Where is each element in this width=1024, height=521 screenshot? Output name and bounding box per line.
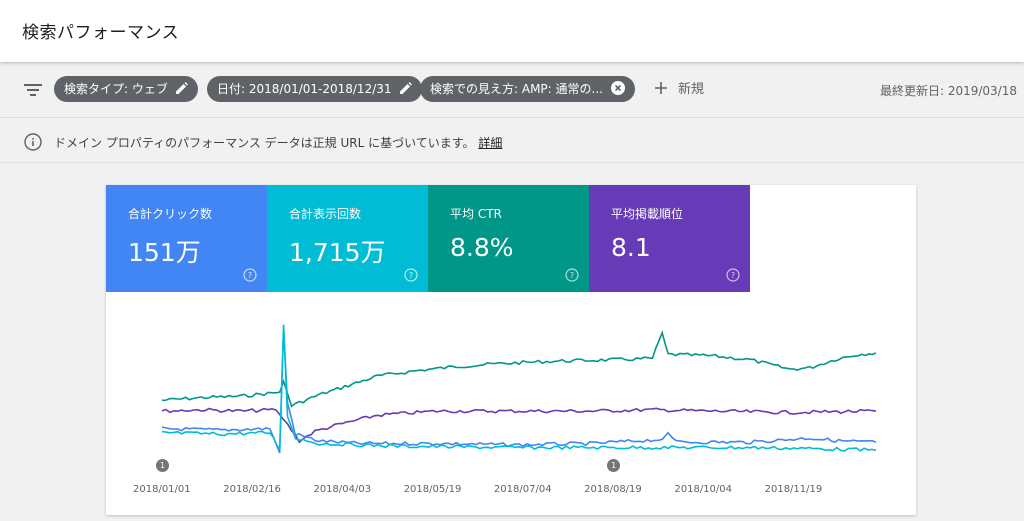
metric-label: 平均 CTR bbox=[450, 207, 502, 221]
metric-value: 8.1 bbox=[611, 233, 651, 262]
metric-label: 合計表示回数 bbox=[289, 207, 362, 221]
info-bar: ドメイン プロパティのパフォーマンス データは正規 URL に基づいています。 … bbox=[0, 119, 1024, 163]
filter-icon[interactable] bbox=[24, 83, 42, 97]
pencil-icon[interactable] bbox=[399, 82, 412, 94]
metric-card-impressions[interactable]: 合計表示回数 1,715万 ? bbox=[267, 185, 428, 292]
pencil-icon[interactable] bbox=[175, 82, 188, 94]
x-tick-label: 2018/02/16 bbox=[223, 484, 281, 495]
last-updated-text: 最終更新日: 2019/03/18 bbox=[879, 84, 1017, 98]
help-icon[interactable]: ? bbox=[726, 268, 740, 282]
annotation-marker[interactable]: 1 bbox=[607, 459, 621, 472]
help-icon[interactable]: ? bbox=[404, 268, 418, 282]
metric-label: 平均掲載順位 bbox=[611, 207, 684, 221]
filter-bar: 検索タイプ: ウェブ 日付: 2018/01/01-2018/12/31 検索で… bbox=[0, 62, 1024, 118]
metric-value: 1,715万 bbox=[289, 238, 386, 267]
performance-card: 合計クリック数 151万 ? 合計表示回数 1,715万 ? 平均 CTR 8.… bbox=[106, 185, 916, 515]
metric-card-ctr[interactable]: 平均 CTR 8.8% ? bbox=[428, 185, 589, 292]
metric-label: 合計クリック数 bbox=[128, 207, 213, 221]
x-tick-label: 2018/10/04 bbox=[674, 484, 733, 495]
plus-icon bbox=[655, 82, 667, 94]
help-icon[interactable]: ? bbox=[243, 268, 257, 282]
svg-text:?: ? bbox=[409, 271, 413, 280]
x-tick-label: 2018/07/04 bbox=[493, 484, 552, 495]
metric-value: 8.8% bbox=[450, 233, 514, 262]
details-link[interactable]: 詳細 bbox=[478, 136, 503, 150]
info-icon bbox=[24, 133, 42, 151]
series-line-0 bbox=[161, 330, 877, 408]
help-icon[interactable]: ? bbox=[565, 268, 579, 282]
close-icon[interactable] bbox=[610, 81, 625, 95]
svg-text:?: ? bbox=[248, 271, 252, 280]
series-line-1 bbox=[161, 407, 877, 444]
x-tick-label: 2018/01/01 bbox=[133, 484, 191, 495]
metric-card-position[interactable]: 平均掲載順位 8.1 ? bbox=[589, 185, 750, 292]
new-filter-label: 新規 bbox=[678, 82, 705, 97]
x-tick-label: 2018/08/19 bbox=[584, 484, 642, 495]
info-message: ドメイン プロパティのパフォーマンス データは正規 URL に基づいています。 … bbox=[54, 134, 502, 151]
x-tick-label: 2018/04/03 bbox=[313, 484, 372, 495]
filter-chip-search-appearance[interactable]: 検索での見え方: AMP: 通常の... bbox=[420, 76, 635, 102]
svg-text:?: ? bbox=[731, 271, 735, 280]
annotation-marker[interactable]: 1 bbox=[156, 459, 169, 472]
metric-card-clicks[interactable]: 合計クリック数 151万 ? bbox=[106, 185, 267, 292]
series-line-2 bbox=[161, 328, 877, 454]
page-title: 検索パフォーマンス bbox=[22, 23, 180, 43]
svg-text:?: ? bbox=[570, 271, 574, 280]
filter-chip-search-type[interactable]: 検索タイプ: ウェブ bbox=[54, 76, 198, 102]
chip-label: 検索での見え方: AMP: 通常の... bbox=[430, 82, 603, 96]
chip-label: 日付: 2018/01/01-2018/12/31 bbox=[217, 82, 392, 96]
x-tick-label: 2018/05/19 bbox=[403, 484, 462, 495]
filter-chip-date[interactable]: 日付: 2018/01/01-2018/12/31 bbox=[207, 76, 422, 102]
series-line-3 bbox=[161, 324, 877, 452]
info-message-text: ドメイン プロパティのパフォーマンス データは正規 URL に基づいています。 bbox=[54, 136, 475, 150]
x-tick-label: 2018/11/19 bbox=[764, 484, 823, 495]
new-filter-button[interactable]: 新規 bbox=[654, 81, 704, 99]
chip-label: 検索タイプ: ウェブ bbox=[64, 82, 168, 96]
metric-value: 151万 bbox=[128, 238, 201, 267]
performance-chart[interactable] bbox=[106, 292, 916, 515]
page-header: 検索パフォーマンス bbox=[0, 0, 1024, 62]
